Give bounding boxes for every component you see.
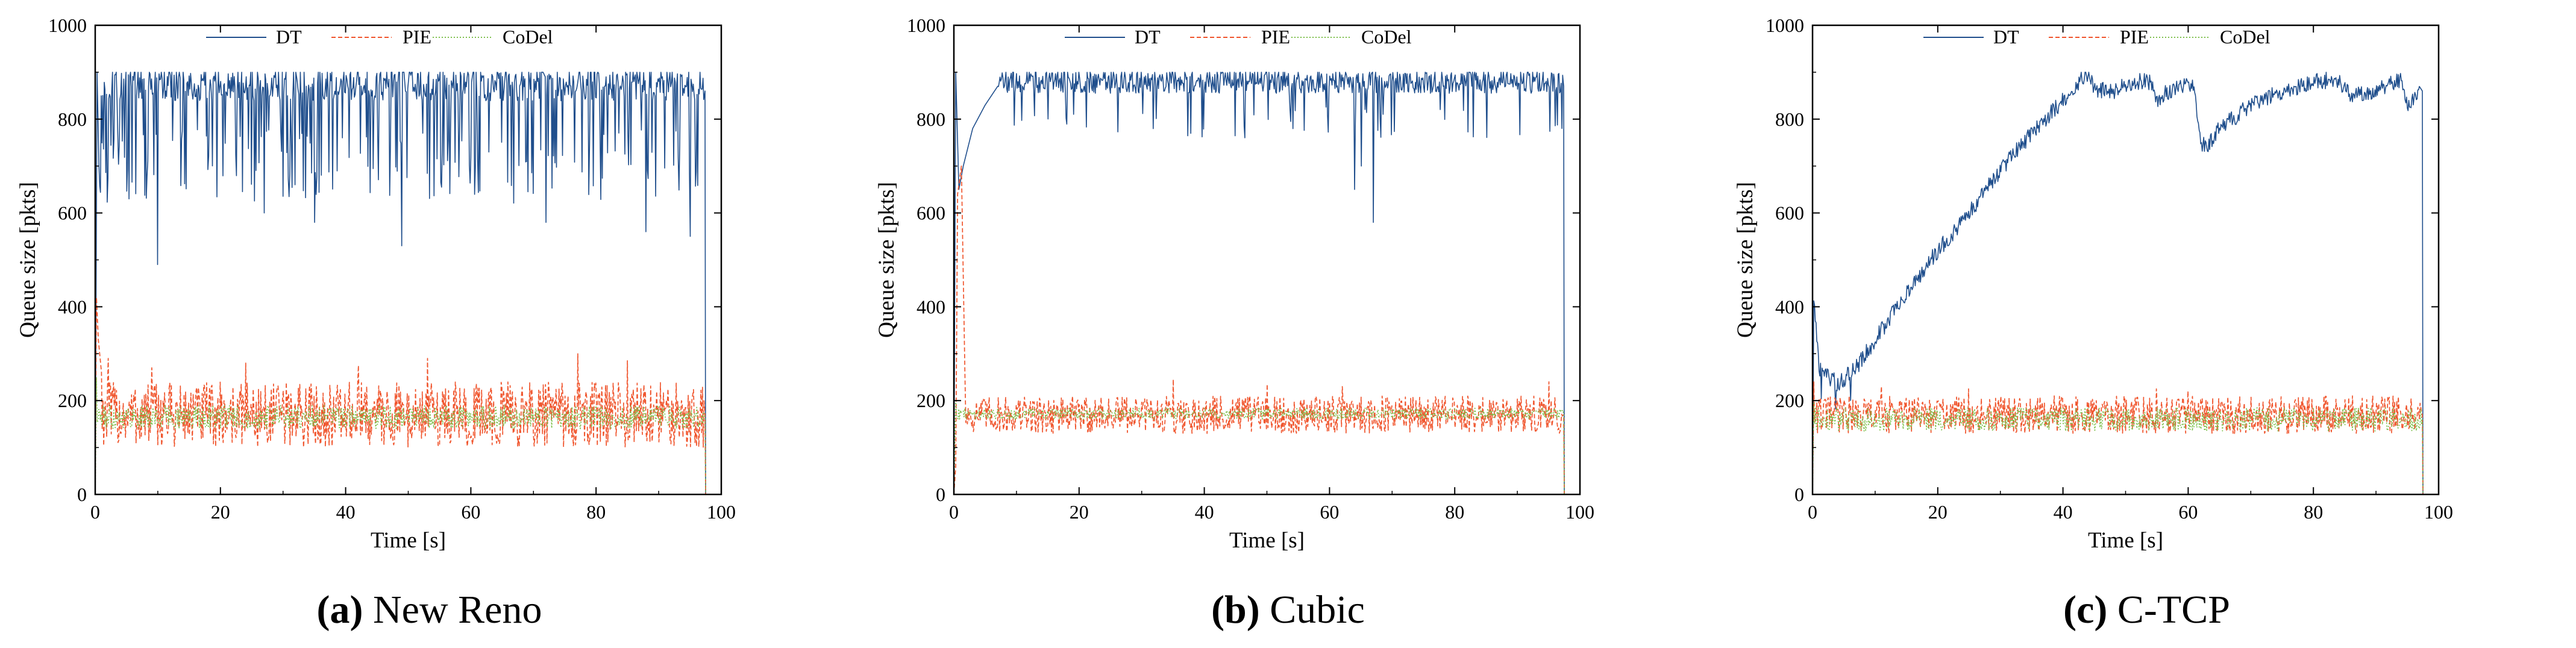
series-group [1813, 72, 2424, 494]
series-line-codel [1813, 400, 2424, 494]
series-group [95, 72, 706, 494]
x-tick-label: 100 [2424, 501, 2453, 523]
y-tick-label: 1000 [1766, 14, 1804, 36]
legend-label-codel: CoDel [1361, 26, 1412, 48]
caption-new-reno: (a) New Reno [0, 587, 859, 633]
x-tick-label: 0 [949, 501, 959, 523]
legend: DT PIE CoDel [1923, 26, 2270, 48]
x-axis-label: Time [s] [371, 528, 446, 553]
y-tick-label: 200 [1775, 390, 1804, 411]
y-tick-label: 600 [58, 202, 87, 224]
x-tick-label: 60 [461, 501, 480, 523]
legend-label-dt: DT [276, 26, 302, 48]
x-axis-label: Time [s] [2088, 528, 2163, 553]
legend-label-codel: CoDel [503, 26, 553, 48]
x-tick-label: 100 [707, 501, 736, 523]
panel-new-reno: 0 20 40 60 80 100 0 200 400 600 800 1000 Time [s] Que… [0, 0, 859, 648]
series-line-codel [954, 400, 1565, 494]
y-axis-label: Queue size [pkts] [874, 182, 899, 338]
y-tick-label: 800 [917, 108, 945, 130]
x-tick-label: 60 [1320, 501, 1339, 523]
y-tick-label: 200 [58, 390, 87, 411]
series-line-dt [954, 72, 1565, 494]
y-tick-label: 600 [1775, 202, 1804, 224]
legend: DT PIE CoDel [206, 26, 553, 48]
y-tick-label: 800 [58, 108, 87, 130]
y-tick-label: 1000 [907, 14, 945, 36]
legend-label-codel: CoDel [2220, 26, 2270, 48]
y-tick-label: 0 [77, 484, 87, 505]
y-tick-label: 400 [917, 296, 945, 317]
caption-c-tcp: (c) C-TCP [1717, 587, 2576, 633]
legend: DT PIE CoDel [1065, 26, 1412, 48]
y-tick-label: 1000 [48, 14, 87, 36]
x-tick-label: 20 [1928, 501, 1948, 523]
panel-cubic: 0 20 40 60 80 100 0 200 400 600 800 1000 Time [s] Que… [859, 0, 1717, 648]
x-tick-label: 60 [2178, 501, 2198, 523]
series-line-dt [95, 72, 706, 494]
y-tick-label: 600 [917, 202, 945, 224]
series-line-pie [95, 296, 706, 494]
caption-tag: (b) [1211, 588, 1260, 632]
caption-tag: (a) [316, 588, 363, 632]
series-line-dt [1813, 72, 2424, 494]
caption-text: Cubic [1270, 588, 1365, 632]
caption-tag: (c) [2063, 588, 2108, 632]
y-tick-label: 800 [1775, 108, 1804, 130]
series-line-pie [1813, 381, 2424, 494]
panel-c-tcp: 0 20 40 60 80 100 0 200 400 600 800 1000 Time [s] Que… [1717, 0, 2576, 648]
caption-text: C-TCP [2117, 588, 2230, 632]
x-tick-label: 20 [1070, 501, 1089, 523]
legend-label-dt: DT [1135, 26, 1161, 48]
caption-text: New Reno [373, 588, 542, 632]
legend-label-pie: PIE [2120, 26, 2149, 48]
y-tick-label: 200 [917, 390, 945, 411]
x-tick-label: 100 [1565, 501, 1594, 523]
x-tick-label: 40 [2054, 501, 2073, 523]
series-group [954, 72, 1565, 494]
x-tick-label: 80 [2304, 501, 2323, 523]
y-tick-label: 400 [58, 296, 87, 317]
x-tick-label: 20 [211, 501, 230, 523]
series-line-pie [954, 165, 1565, 494]
legend-label-dt: DT [1993, 26, 2019, 48]
y-tick-label: 0 [936, 484, 945, 505]
y-tick-label: 0 [1794, 484, 1804, 505]
x-tick-label: 40 [336, 501, 356, 523]
x-axis-label: Time [s] [1229, 528, 1305, 553]
caption-cubic: (b) Cubic [859, 587, 1717, 633]
series-line-codel [95, 376, 706, 494]
x-tick-label: 40 [1195, 501, 1214, 523]
y-tick-label: 400 [1775, 296, 1804, 317]
x-tick-label: 0 [1808, 501, 1817, 523]
legend-label-pie: PIE [1261, 26, 1290, 48]
legend-label-pie: PIE [403, 26, 431, 48]
x-tick-label: 0 [90, 501, 100, 523]
y-axis-label: Queue size [pkts] [1733, 182, 1758, 338]
x-tick-label: 80 [1445, 501, 1464, 523]
x-tick-label: 80 [586, 501, 606, 523]
y-axis-label: Queue size [pkts] [16, 182, 40, 338]
